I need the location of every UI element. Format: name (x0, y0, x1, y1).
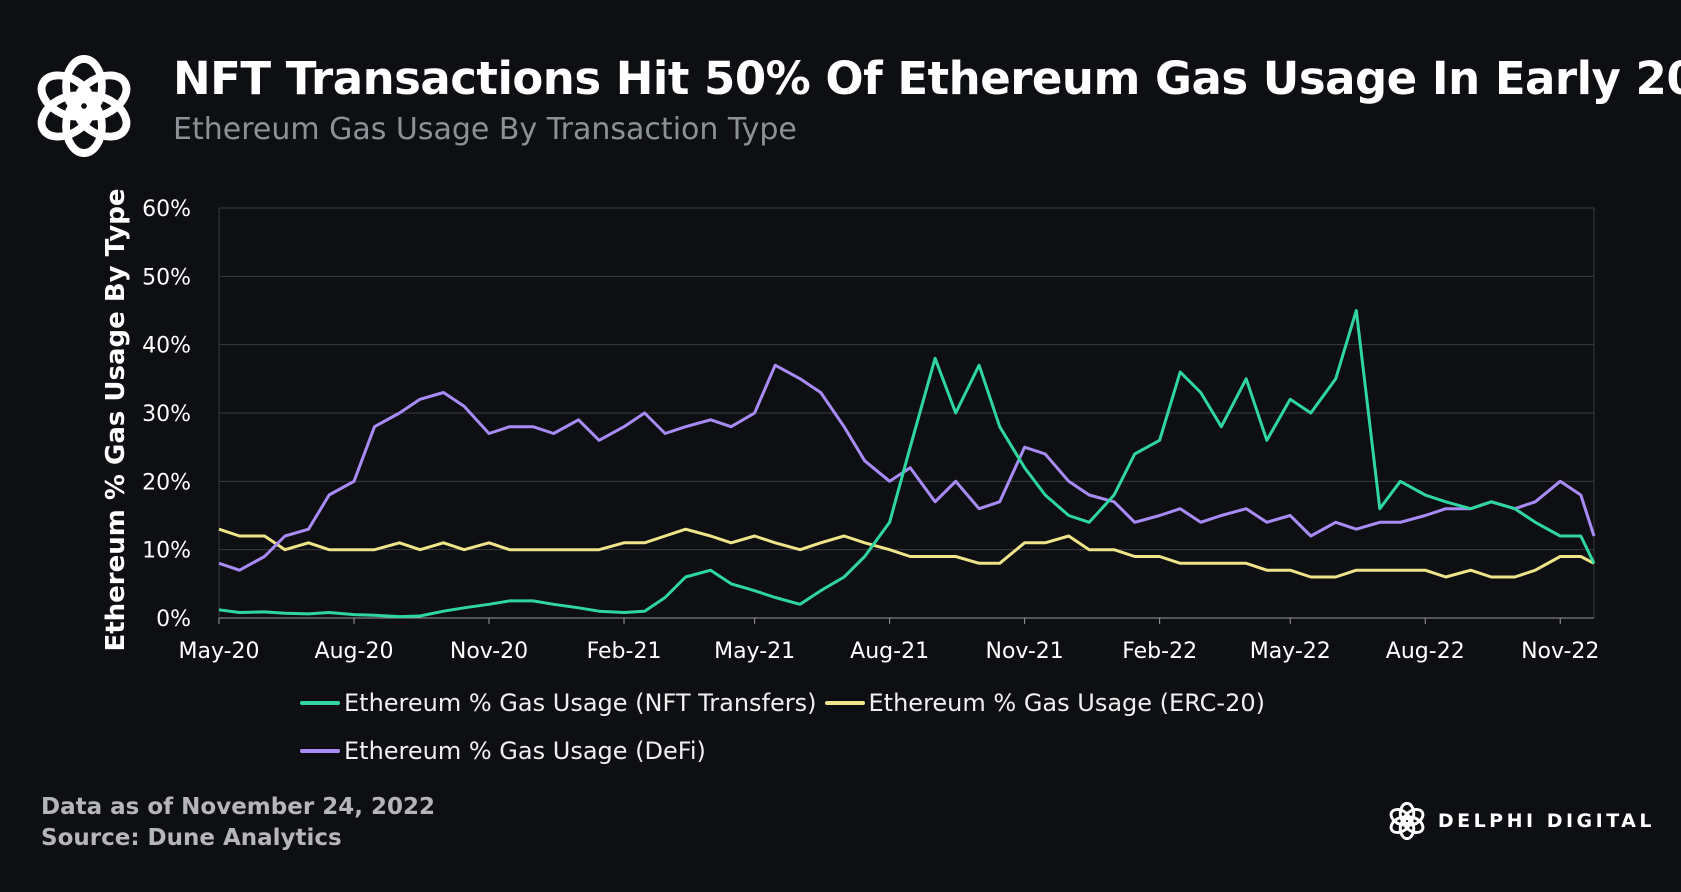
delphi-logo-icon (37, 55, 131, 157)
footer-notes: Data as of November 24, 2022 Source: Dun… (41, 792, 435, 854)
legend-item-erc20: Ethereum % Gas Usage (ERC-20) (824, 689, 1265, 717)
chart-title: NFT Transactions Hit 50% Of Ethereum Gas… (173, 52, 1681, 105)
y-axis-label: Ethereum % Gas Usage By Type (101, 188, 131, 651)
legend-item-defi: Ethereum % Gas Usage (DeFi) (300, 737, 706, 765)
x-tick-label: Feb-22 (1122, 639, 1197, 664)
legend-label-nft: Ethereum % Gas Usage (NFT Transfers) (344, 689, 817, 717)
x-tick-label: Nov-22 (1521, 639, 1599, 664)
delphi-knot-icon (1389, 801, 1425, 841)
brand-name: DELPHI DIGITAL (1437, 810, 1655, 832)
chart-subtitle: Ethereum Gas Usage By Transaction Type (173, 112, 797, 147)
y-tick-label: 40% (142, 334, 191, 359)
y-tick-label: 50% (142, 265, 191, 290)
legend-item-nft: Ethereum % Gas Usage (NFT Transfers) (300, 689, 817, 717)
y-tick-label: 0% (156, 607, 191, 632)
series-line-erc20 (218, 527, 1595, 579)
series-line-defi (218, 363, 1596, 572)
legend-swatch-erc20 (824, 701, 865, 705)
data-date-note: Data as of November 24, 2022 (41, 794, 435, 820)
y-tick-label: 20% (142, 470, 191, 495)
y-tick-label: 10% (142, 539, 191, 564)
x-tick-label: Feb-21 (587, 639, 662, 664)
line-chart: 0% 10% 20% 30% 40% 50% 60% May-20 Aug-20 Nov-20 F… (101, 188, 1599, 664)
x-tick-label: Nov-21 (985, 639, 1063, 664)
x-tick-label: Nov-20 (450, 639, 528, 664)
legend-swatch-nft (300, 701, 340, 705)
series-line-nft (218, 309, 1596, 619)
source-note: Source: Dune Analytics (41, 825, 342, 851)
brand-mark: DELPHI DIGITAL (1386, 800, 1655, 842)
y-tick-label: 60% (142, 197, 191, 222)
legend-swatch-defi (300, 749, 340, 753)
legend-row-2: Ethereum % Gas Usage (DeFi) (300, 737, 714, 765)
x-tick-label: Aug-20 (315, 639, 394, 664)
x-tick-label: Aug-21 (850, 639, 929, 664)
legend-label-erc20: Ethereum % Gas Usage (ERC-20) (868, 689, 1265, 717)
x-tick-label: Aug-22 (1386, 639, 1465, 664)
legend-row-1: Ethereum % Gas Usage (NFT Transfers) Eth… (300, 689, 1273, 717)
x-tick-label: May-22 (1250, 639, 1331, 664)
x-tick-label: May-21 (714, 639, 795, 664)
legend-label-defi: Ethereum % Gas Usage (DeFi) (344, 737, 706, 765)
x-tick-label: May-20 (178, 639, 259, 664)
y-tick-label: 30% (142, 402, 191, 427)
